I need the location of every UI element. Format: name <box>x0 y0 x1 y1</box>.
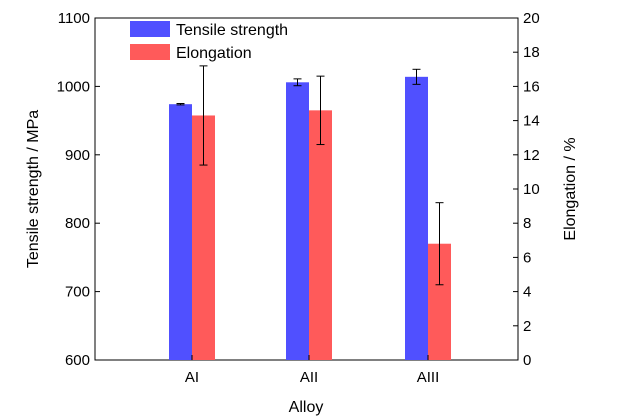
y2-tick-label-12: 12 <box>523 147 540 164</box>
y-axis-title: Tensile strength / MPa <box>25 110 42 268</box>
left-axis: 600 700 800 900 1000 1100 <box>57 10 100 369</box>
x-tick-label-ai: AI <box>185 369 199 386</box>
x-tick-label-aiii: AIII <box>417 369 440 386</box>
y2-tick-label-14: 14 <box>523 113 540 130</box>
bar-tensile-strength-aiii <box>405 76 428 360</box>
y2-tick-label-18: 18 <box>523 44 540 61</box>
y-tick-label-800: 800 <box>65 215 90 232</box>
error-bar-tensile-strength-ai <box>176 103 185 106</box>
bars-layer <box>169 76 451 361</box>
error-bar-elongation-ai <box>199 65 208 166</box>
error-bar-elongation-aiii <box>435 202 444 286</box>
legend-swatch-elongation <box>130 44 170 60</box>
y-tick-label-600: 600 <box>65 352 90 369</box>
y2-tick-label-16: 16 <box>523 78 540 95</box>
y2-axis-title: Elongation / % <box>562 137 579 240</box>
y2-tick-label-20: 20 <box>523 10 540 27</box>
bar-tensile-strength-ai <box>169 104 192 361</box>
y2-tick-label-0: 0 <box>523 352 531 369</box>
legend-swatch-tensile-strength <box>130 21 170 37</box>
right-axis: 0 2 4 6 8 10 12 14 16 18 20 <box>513 10 540 369</box>
bar-elongation-aii <box>309 110 332 360</box>
x-axis: AI AII AIII <box>185 355 439 386</box>
y2-tick-label-6: 6 <box>523 249 531 266</box>
legend: Tensile strength Elongation <box>130 21 288 62</box>
error-bars-layer <box>176 65 444 286</box>
bar-elongation-aiii <box>428 243 451 360</box>
error-bar-tensile-strength-aii <box>293 78 302 87</box>
y2-tick-label-2: 2 <box>523 318 531 335</box>
legend-label-elongation: Elongation <box>176 45 252 62</box>
y-tick-label-700: 700 <box>65 284 90 301</box>
error-bar-elongation-aii <box>316 75 325 146</box>
y-tick-label-1100: 1100 <box>58 10 90 27</box>
bar-elongation-ai <box>192 115 215 360</box>
y2-tick-label-4: 4 <box>523 284 531 301</box>
y-tick-label-900: 900 <box>65 147 90 164</box>
error-bar-tensile-strength-aiii <box>412 68 421 85</box>
y-tick-label-1000: 1000 <box>57 78 90 95</box>
y2-tick-label-10: 10 <box>523 181 540 198</box>
y2-tick-label-8: 8 <box>523 215 531 232</box>
legend-label-tensile-strength: Tensile strength <box>176 22 288 39</box>
x-tick-label-aii: AII <box>300 369 318 386</box>
bar-tensile-strength-aii <box>286 82 309 361</box>
x-axis-title: Alloy <box>289 399 324 416</box>
